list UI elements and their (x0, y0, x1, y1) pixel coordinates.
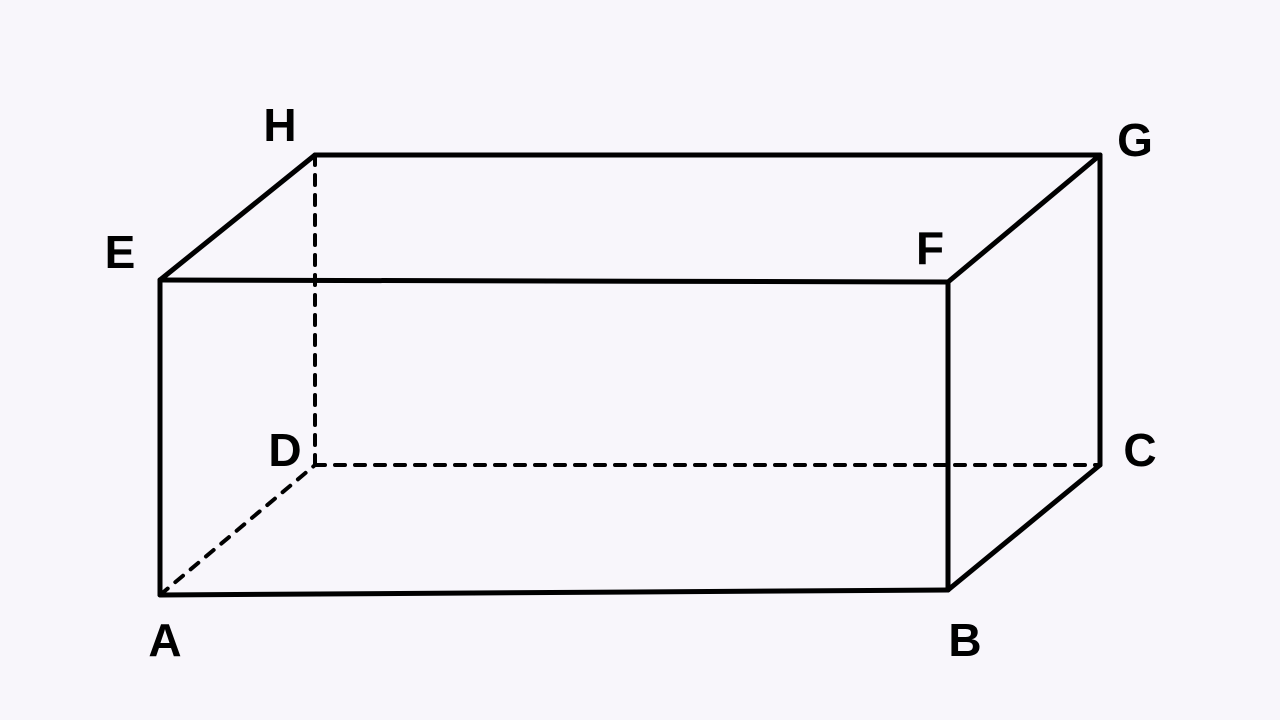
edge-AB (160, 590, 948, 595)
prism-svg (0, 0, 1280, 720)
vertex-label-H: H (263, 98, 296, 152)
solid-edges-group (160, 155, 1100, 595)
vertex-label-F: F (916, 221, 944, 275)
edge-FE (160, 280, 948, 282)
vertex-label-B: B (948, 613, 981, 667)
edge-EH (160, 155, 315, 280)
vertex-label-C: C (1123, 423, 1156, 477)
edge-BC (948, 465, 1100, 590)
vertex-label-D: D (268, 423, 301, 477)
dashed-edges-group (160, 155, 1100, 595)
edge-AD-dashed (160, 465, 315, 595)
vertex-label-E: E (105, 225, 136, 279)
vertex-label-A: A (148, 613, 181, 667)
edge-GF (948, 155, 1100, 282)
vertex-label-G: G (1117, 113, 1153, 167)
